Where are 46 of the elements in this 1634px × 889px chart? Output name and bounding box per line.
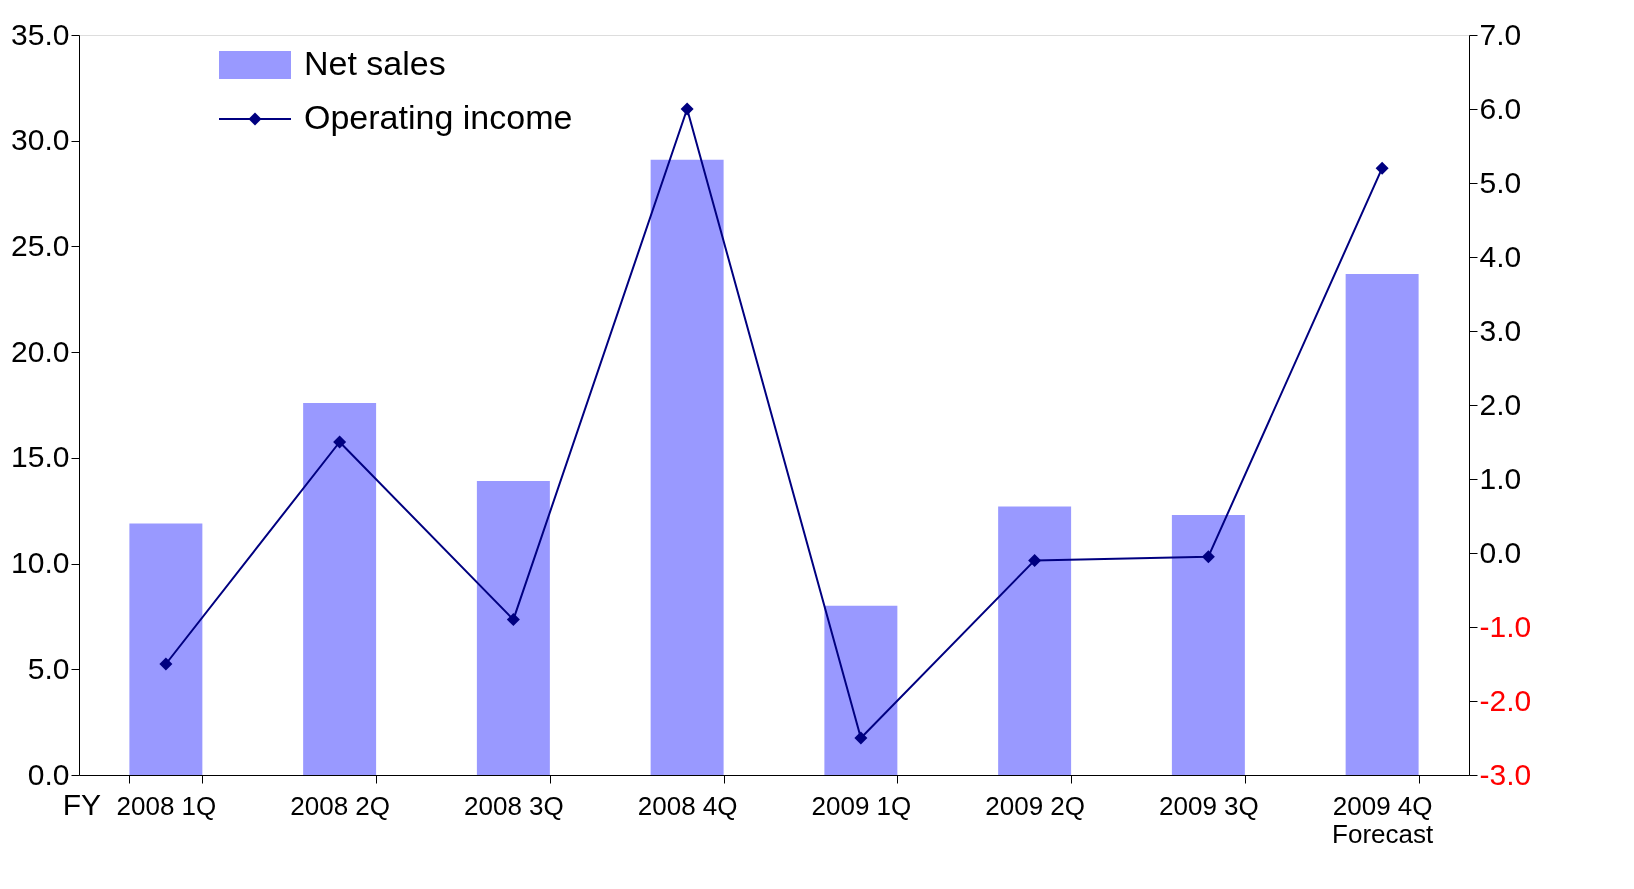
bar [476,481,550,775]
point [1201,550,1215,564]
y2-tick-label: -3.0 [1479,757,1532,791]
bar [1171,514,1245,775]
y-tick-label: 25.0 [11,228,70,262]
y2-tick-label: 6.0 [1479,91,1522,125]
x-tick-label: 2009 3Q [1159,790,1259,821]
y-tick-label: 10.0 [11,546,70,580]
y2-tick-label: 0.0 [1479,535,1522,569]
y-tick-label: 15.0 [11,440,70,474]
y-tick-label: 35.0 [11,17,70,51]
point [159,657,173,671]
x-tick-label: 2008 2Q [290,790,390,821]
legend-label: Net sales [304,44,446,82]
x-tick-label: 2009 4Q Forecast [1332,790,1434,849]
point [680,102,694,116]
text: FY [62,788,101,821]
y2-tick-label: 7.0 [1479,17,1522,51]
x-tick-label: 2008 1Q [116,790,217,821]
point [1375,161,1389,175]
x-tick-label: 2008 4Q [637,790,738,821]
x-tick-label: 2009 1Q [811,790,912,821]
bar [1345,273,1419,775]
bar [129,523,203,775]
y-tick-label: 0.0 [27,757,70,791]
bar [303,402,377,775]
bar [824,605,898,775]
y2-tick-label: 4.0 [1479,239,1522,273]
y2-tick-label: -1.0 [1479,609,1532,643]
bar [998,506,1072,775]
point [333,435,347,449]
y2-tick-label: -2.0 [1479,683,1532,717]
point [1028,553,1042,567]
legend-label: Operating income [304,98,573,136]
point [506,613,520,627]
y2-tick-label: 5.0 [1479,165,1522,199]
y-tick-label: 20.0 [11,334,70,368]
x-tick-label: 2009 2Q [985,790,1085,821]
y2-tick-label: 2.0 [1479,387,1522,421]
point [854,731,868,745]
x-tick-label: 2008 3Q [464,790,564,821]
y2-tick-label: 1.0 [1479,461,1522,495]
bar [650,159,724,775]
y2-tick-label: 3.0 [1479,313,1522,347]
y-tick-label: 30.0 [11,123,70,157]
y-tick-label: 5.0 [27,651,70,685]
